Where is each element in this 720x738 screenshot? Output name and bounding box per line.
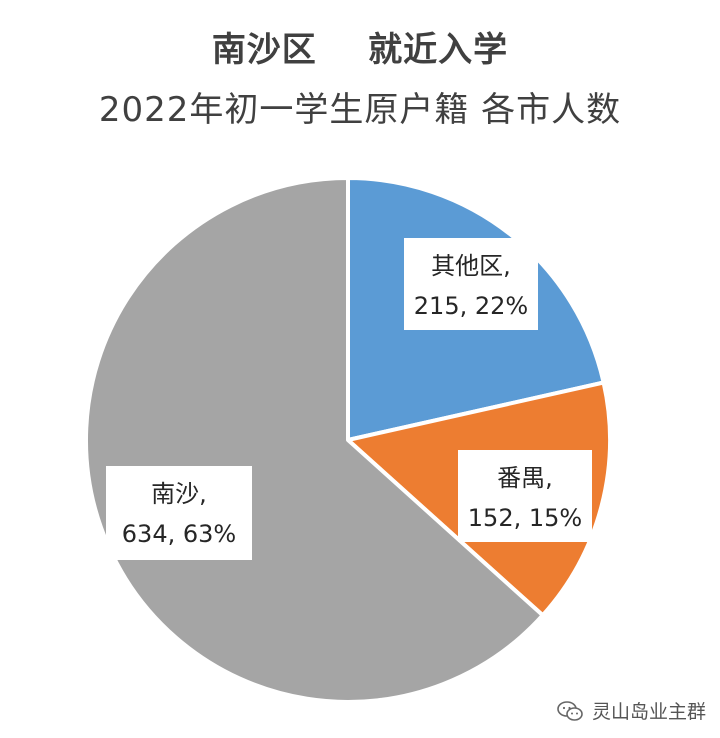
data-label-box: [404, 238, 538, 330]
data-label-value: 634, 63%: [122, 520, 236, 548]
data-label-value: 152, 15%: [468, 504, 582, 532]
pie-data-labels: 其他区, 215, 22% 番禺, 152, 15% 南沙, 634, 63%: [106, 238, 592, 560]
data-label-value: 215, 22%: [414, 292, 528, 320]
watermark-text: 灵山岛业主群: [591, 701, 706, 723]
data-label-name: 南沙,: [151, 480, 207, 508]
data-label-2: 番禺, 152, 15%: [458, 450, 592, 542]
data-label-name: 其他区,: [431, 252, 511, 280]
data-label-box: [106, 466, 252, 560]
data-label-box: [458, 450, 592, 542]
wechat-icon: [557, 700, 583, 721]
chart-title-line-2: 2022年初一学生原户籍 各市人数: [98, 90, 622, 130]
chart-title-line-1: 南沙区 就近入学: [211, 30, 509, 70]
watermark: 灵山岛业主群: [556, 697, 706, 724]
data-label-1: 其他区, 215, 22%: [404, 238, 538, 330]
data-label-name: 番禺,: [497, 464, 553, 492]
data-label-3: 南沙, 634, 63%: [106, 466, 252, 560]
